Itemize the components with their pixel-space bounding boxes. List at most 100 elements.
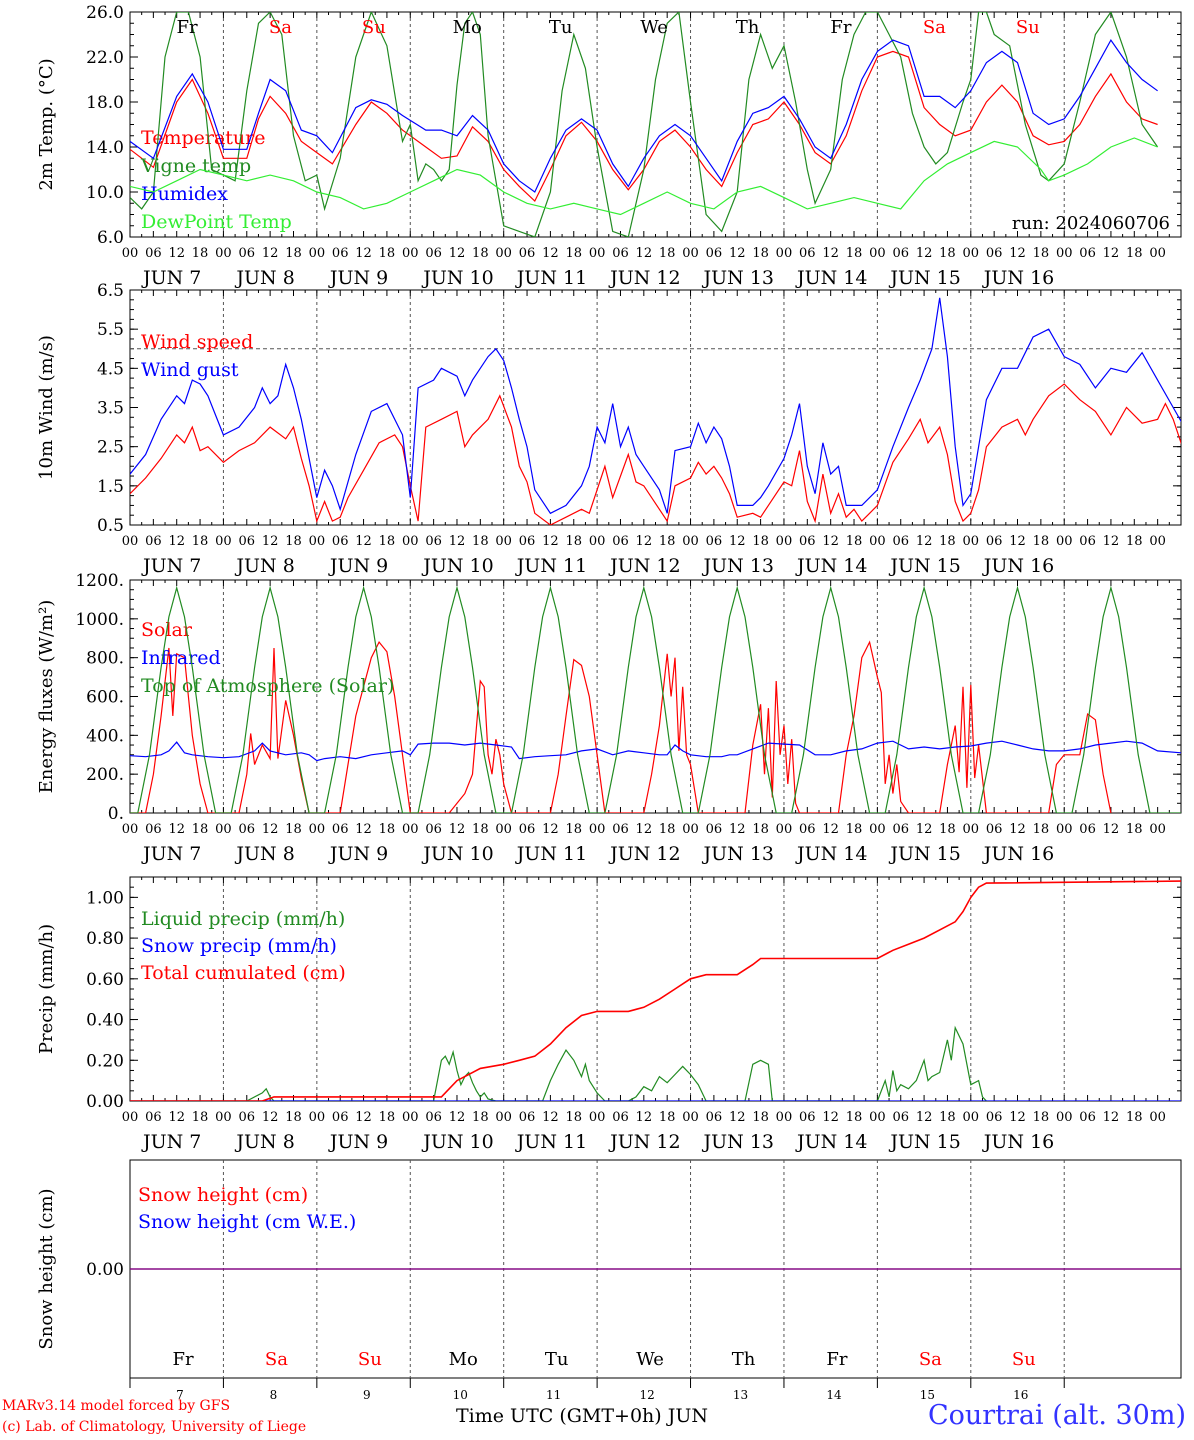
x-hour-label: 12 xyxy=(449,246,466,261)
bottom-day-number-label: 13 xyxy=(733,1388,748,1402)
x-day-label: JUN 9 xyxy=(328,555,388,577)
legend-entry: Temperature xyxy=(141,127,265,149)
y-tick-label: 0.00 xyxy=(86,1260,124,1280)
bottom-day-number-label: 14 xyxy=(826,1388,842,1402)
x-hour-label: 18 xyxy=(659,822,676,837)
x-hour-label: 06 xyxy=(799,822,816,837)
day-of-week-label: Sa xyxy=(269,17,292,38)
x-hour-label: 00 xyxy=(309,1110,326,1125)
x-hour-label: 18 xyxy=(659,534,676,549)
x-hour-label: 12 xyxy=(729,822,746,837)
x-hour-label: 06 xyxy=(612,822,629,837)
series-line-wind-gust xyxy=(130,297,1181,515)
x-hour-label: 12 xyxy=(729,1110,746,1125)
legend-entry: Top of Atmosphere (Solar) xyxy=(141,675,394,697)
x-day-label: JUN 15 xyxy=(888,1131,960,1153)
x-hour-label: 06 xyxy=(986,1110,1003,1125)
x-hour-label: 06 xyxy=(892,822,909,837)
x-hour-label: 12 xyxy=(262,1110,279,1125)
credit-line-2: (c) Lab. of Climatology, University of L… xyxy=(2,1419,307,1435)
x-hour-label: 06 xyxy=(519,246,536,261)
x-hour-label: 00 xyxy=(963,534,980,549)
x-hour-label: 00 xyxy=(122,1110,139,1125)
y-tick-label: 0.40 xyxy=(86,1011,124,1031)
x-hour-label: 00 xyxy=(309,534,326,549)
x-hour-label: 06 xyxy=(425,246,442,261)
x-day-label: JUN 14 xyxy=(795,843,867,865)
x-hour-label: 18 xyxy=(565,246,582,261)
x-hour-label: 12 xyxy=(542,1110,559,1125)
x-hour-label: 18 xyxy=(752,534,769,549)
series-line-vigne-temp xyxy=(130,12,1159,237)
x-hour-label: 06 xyxy=(145,1110,162,1125)
x-day-label: JUN 10 xyxy=(421,843,493,865)
x-hour-label: 18 xyxy=(379,822,396,837)
x-hour-label: 18 xyxy=(1126,822,1143,837)
x-hour-label: 18 xyxy=(192,822,209,837)
x-hour-label: 00 xyxy=(215,534,232,549)
y-tick-label: 1.5 xyxy=(97,477,124,497)
y-tick-label: 400. xyxy=(86,726,124,746)
x-hour-label: 18 xyxy=(285,534,302,549)
x-hour-label: 06 xyxy=(519,822,536,837)
x-hour-label: 00 xyxy=(869,1110,886,1125)
y-tick-label: 0.60 xyxy=(86,970,124,990)
x-hour-label: 18 xyxy=(285,246,302,261)
x-hour-label: 00 xyxy=(1149,246,1166,261)
x-hour-label: 12 xyxy=(168,1110,185,1125)
day-of-week-label: Mo xyxy=(453,17,482,38)
x-day-label: JUN 10 xyxy=(421,1131,493,1153)
x-hour-label: 06 xyxy=(986,822,1003,837)
x-hour-label: 18 xyxy=(472,534,489,549)
x-hour-label: 00 xyxy=(402,534,419,549)
x-hour-label: 00 xyxy=(495,822,512,837)
x-hour-label: 18 xyxy=(939,822,956,837)
x-hour-label: 06 xyxy=(892,246,909,261)
legend-entry: Vigne temp xyxy=(140,155,251,177)
x-hour-label: 12 xyxy=(636,822,653,837)
y-tick-label: 600. xyxy=(86,688,124,708)
x-hour-label: 00 xyxy=(869,822,886,837)
x-hour-label: 18 xyxy=(659,1110,676,1125)
x-hour-label: 12 xyxy=(822,534,839,549)
x-day-label: JUN 8 xyxy=(234,843,294,865)
legend-entry: DewPoint Temp xyxy=(141,211,292,233)
station-label: Courtrai (alt. 30m) xyxy=(927,1400,1186,1431)
y-tick-label: 6.5 xyxy=(97,281,124,301)
x-day-label: JUN 13 xyxy=(702,267,774,289)
bottom-day-of-week-label: Tu xyxy=(545,1349,569,1370)
x-day-label: JUN 8 xyxy=(234,267,294,289)
x-hour-label: 18 xyxy=(565,1110,582,1125)
day-of-week-label: Su xyxy=(362,17,386,38)
bottom-day-of-week-label: Fr xyxy=(172,1349,193,1370)
x-hour-label: 00 xyxy=(215,246,232,261)
y-tick-label: 10.0 xyxy=(86,183,124,203)
day-of-week-label: We xyxy=(640,17,668,38)
plot-frame-temperature xyxy=(129,11,1182,238)
series-line-top-of-atmosphere-solar- xyxy=(130,585,1181,813)
x-hour-label: 06 xyxy=(1079,1110,1096,1125)
x-hour-label: 06 xyxy=(799,534,816,549)
x-hour-label: 18 xyxy=(846,822,863,837)
y-tick-label: 0.5 xyxy=(97,516,124,536)
x-hour-label: 12 xyxy=(262,822,279,837)
x-hour-label: 00 xyxy=(402,1110,419,1125)
x-hour-label: 18 xyxy=(846,246,863,261)
x-hour-label: 12 xyxy=(355,1110,372,1125)
x-hour-label: 06 xyxy=(892,1110,909,1125)
x-hour-label: 06 xyxy=(332,534,349,549)
x-hour-label: 00 xyxy=(963,1110,980,1125)
x-hour-label: 12 xyxy=(636,246,653,261)
y-tick-label: 0.20 xyxy=(86,1051,124,1071)
x-hour-label: 06 xyxy=(519,534,536,549)
bottom-day-number-label: 9 xyxy=(363,1388,371,1402)
x-hour-label: 00 xyxy=(963,822,980,837)
x-hour-label: 06 xyxy=(425,1110,442,1125)
x-hour-label: 06 xyxy=(986,246,1003,261)
x-hour-label: 12 xyxy=(916,534,933,549)
bottom-day-number-label: 11 xyxy=(546,1388,561,1402)
day-of-week-label: Fr xyxy=(176,17,197,38)
legend-entry: Wind gust xyxy=(141,359,239,381)
series-line-solar xyxy=(130,640,1112,813)
bottom-day-of-week-label: Th xyxy=(732,1349,756,1370)
